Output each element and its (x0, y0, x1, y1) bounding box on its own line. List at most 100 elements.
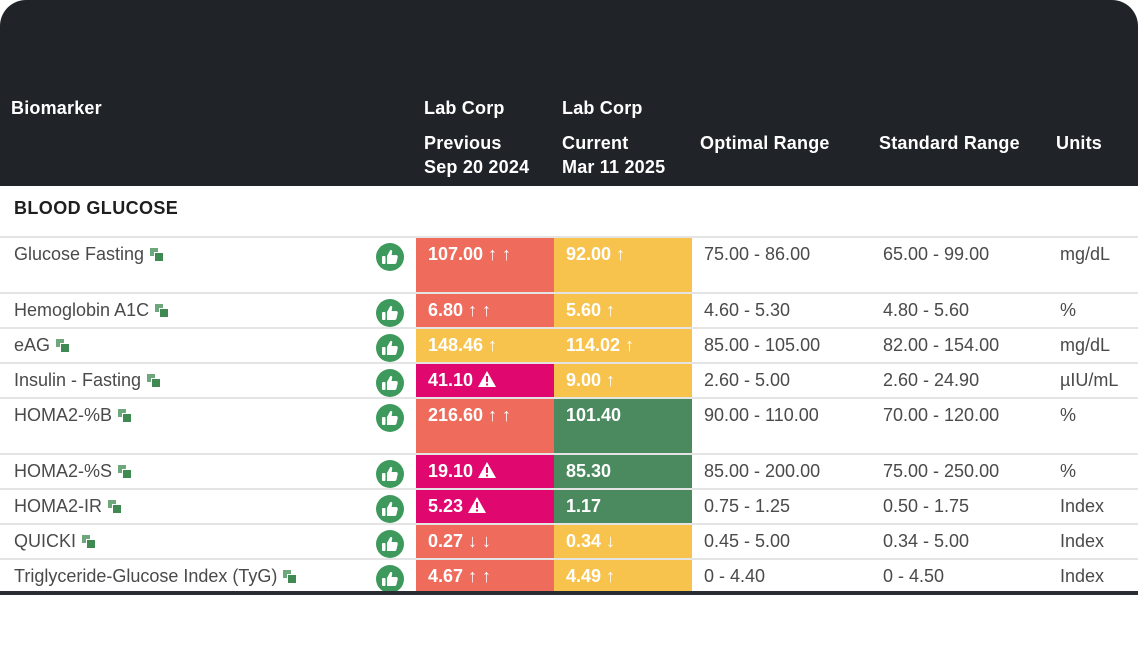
standard-range: 0.50 - 1.75 (883, 496, 970, 516)
current-value: 5.60 ↑ (554, 294, 692, 327)
optimal-range: 90.00 - 110.00 (704, 405, 819, 425)
previous-value-text: 19.10 (428, 461, 474, 481)
optimal-range: 0.45 - 5.00 (704, 531, 791, 551)
table-row[interactable]: Hemoglobin A1C 6.80 ↑ ↑ 5.60 ↑ 4.60 - 5.30 4… (0, 292, 1138, 327)
biomarker-label: Glucose Fasting (14, 244, 145, 264)
copy-icon[interactable] (118, 409, 133, 423)
header-current-date: Mar 11 2025 (562, 157, 666, 177)
copy-icon[interactable] (56, 339, 71, 353)
header-previous-label: Previous (424, 133, 502, 153)
previous-value-text: 6.80 ↑ ↑ (428, 300, 492, 320)
current-value: 1.17 (554, 490, 692, 523)
previous-value: 216.60 ↑ ↑ (416, 399, 554, 453)
copy-icon[interactable] (155, 304, 170, 318)
header-current: Lab Corp Current Mar 11 2025 (562, 96, 665, 179)
biomarker-label: eAG (14, 335, 51, 355)
header-current-lab: Lab Corp (562, 98, 643, 118)
current-value-text: 114.02 ↑ (566, 335, 635, 355)
current-value-text: 92.00 ↑ (566, 244, 626, 264)
copy-icon[interactable] (82, 535, 97, 549)
standard-range: 0 - 4.50 (883, 566, 945, 586)
warning-icon (477, 370, 497, 394)
current-value: 85.30 (554, 455, 692, 488)
current-value: 92.00 ↑ (554, 238, 692, 292)
thumbs-up-icon[interactable] (376, 334, 404, 362)
previous-value-text: 216.60 ↑ ↑ (428, 405, 512, 425)
thumbs-up-icon[interactable] (376, 495, 404, 523)
current-value: 101.40 (554, 399, 692, 453)
current-value-text: 85.30 (566, 461, 612, 481)
warning-icon (467, 496, 487, 520)
header-standard-range: Standard Range (879, 133, 1020, 153)
thumbs-up-icon[interactable] (376, 243, 404, 271)
previous-value-text: 107.00 ↑ ↑ (428, 244, 512, 264)
table-row[interactable]: QUICKI 0.27 ↓ ↓ 0.34 ↓ 0.45 - 5.00 0.34 - 5.… (0, 523, 1138, 558)
units: Index (1060, 496, 1105, 516)
biomarker-name[interactable]: HOMA2-%S (14, 455, 133, 488)
copy-icon[interactable] (283, 570, 298, 584)
copy-icon[interactable] (118, 465, 133, 479)
biomarker-name[interactable]: QUICKI (14, 525, 97, 558)
table-header: Biomarker Lab Corp Previous Sep 20 2024 … (0, 0, 1138, 186)
biomarker-name[interactable]: eAG (14, 329, 71, 362)
biomarker-label: QUICKI (14, 531, 77, 551)
table-row[interactable]: HOMA2-IR 5.23 1.17 0.75 - 1.25 0.50 - 1.75 In… (0, 488, 1138, 523)
biomarker-name[interactable]: Triglyceride-Glucose Index (TyG) (14, 560, 298, 593)
biomarker-name[interactable]: HOMA2-IR (14, 490, 123, 523)
table-row[interactable]: HOMA2-%S 19.10 85.30 85.00 - 200.00 75.00 - … (0, 453, 1138, 488)
thumbs-up-icon[interactable] (376, 299, 404, 327)
optimal-range: 0 - 4.40 (704, 566, 766, 586)
table-row[interactable]: Glucose Fasting 107.00 ↑ ↑ 92.00 ↑ 75.00 - … (0, 236, 1138, 292)
current-value-text: 0.34 ↓ (566, 531, 616, 551)
units: mg/dL (1060, 244, 1111, 264)
previous-value: 0.27 ↓ ↓ (416, 525, 554, 558)
standard-range: 82.00 - 154.00 (883, 335, 1000, 355)
current-value-text: 4.49 ↑ (566, 566, 616, 586)
copy-icon[interactable] (147, 374, 162, 388)
current-value: 9.00 ↑ (554, 364, 692, 397)
previous-value: 41.10 (416, 364, 554, 397)
optimal-range: 4.60 - 5.30 (704, 300, 791, 320)
thumbs-up-icon[interactable] (376, 404, 404, 432)
table-row[interactable]: Triglyceride-Glucose Index (TyG) 4.67 ↑ ↑… (0, 558, 1138, 593)
warning-icon (477, 461, 497, 485)
optimal-range: 75.00 - 86.00 (704, 244, 811, 264)
section-title: BLOOD GLUCOSE (14, 198, 179, 218)
table-row[interactable]: HOMA2-%B 216.60 ↑ ↑ 101.40 90.00 - 110.00 70… (0, 397, 1138, 453)
previous-value: 148.46 ↑ (416, 329, 554, 362)
previous-value-text: 0.27 ↓ ↓ (428, 531, 492, 551)
biomarker-name[interactable]: HOMA2-%B (14, 399, 133, 453)
biomarker-name[interactable]: Glucose Fasting (14, 238, 165, 292)
units: mg/dL (1060, 335, 1111, 355)
biomarker-name[interactable]: Insulin - Fasting (14, 364, 162, 397)
current-value: 0.34 ↓ (554, 525, 692, 558)
table-row[interactable]: eAG 148.46 ↑ 114.02 ↑ 85.00 - 105.00 82.00 -… (0, 327, 1138, 362)
biomarker-label: Hemoglobin A1C (14, 300, 150, 320)
units: % (1060, 405, 1077, 425)
optimal-range: 85.00 - 200.00 (704, 461, 821, 481)
standard-range: 75.00 - 250.00 (883, 461, 1000, 481)
standard-range: 4.80 - 5.60 (883, 300, 970, 320)
header-biomarker: Biomarker (11, 98, 102, 118)
biomarker-name[interactable]: Hemoglobin A1C (14, 294, 170, 327)
units: % (1060, 300, 1077, 320)
current-value-text: 9.00 ↑ (566, 370, 616, 390)
thumbs-up-icon[interactable] (376, 565, 404, 593)
previous-value: 107.00 ↑ ↑ (416, 238, 554, 292)
biomarker-label: Insulin - Fasting (14, 370, 142, 390)
table-row[interactable]: Insulin - Fasting 41.10 9.00 ↑ 2.60 - 5.00 2… (0, 362, 1138, 397)
standard-range: 70.00 - 120.00 (883, 405, 1000, 425)
copy-icon[interactable] (108, 500, 123, 514)
copy-icon[interactable] (150, 248, 165, 262)
optimal-range: 2.60 - 5.00 (704, 370, 791, 390)
current-value-text: 1.17 (566, 496, 602, 516)
thumbs-up-icon[interactable] (376, 460, 404, 488)
current-value-text: 101.40 (566, 405, 622, 425)
thumbs-up-icon[interactable] (376, 369, 404, 397)
previous-value-text: 4.67 ↑ ↑ (428, 566, 492, 586)
header-current-label: Current (562, 133, 629, 153)
previous-value: 5.23 (416, 490, 554, 523)
units: µIU/mL (1060, 370, 1119, 390)
thumbs-up-icon[interactable] (376, 530, 404, 558)
